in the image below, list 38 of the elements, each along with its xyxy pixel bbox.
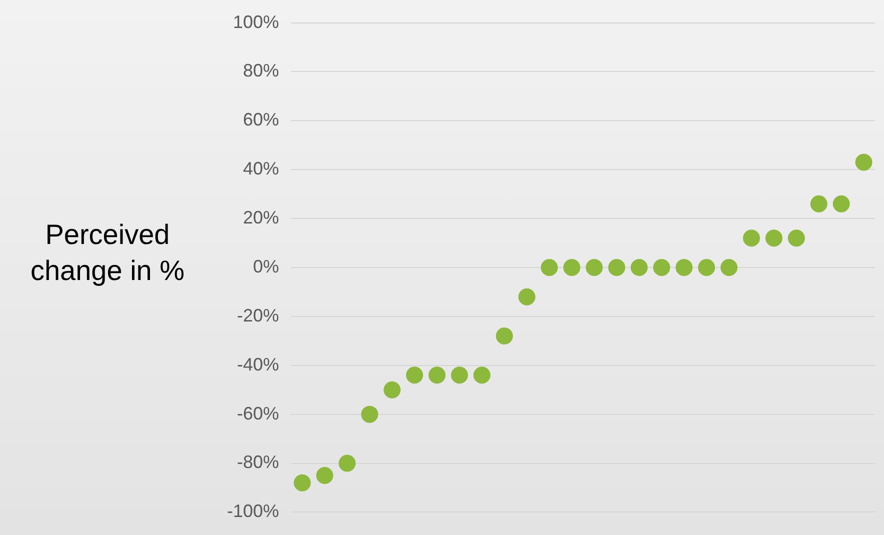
y-tick-label: 60% [243,110,280,130]
point [518,288,536,306]
y-tick-label: 20% [243,208,280,228]
point [720,259,738,276]
point [608,259,626,276]
y-tick-label: 0% [253,256,280,276]
point [586,259,603,276]
point [316,466,334,484]
point [630,259,648,276]
point [294,474,311,492]
point [450,366,468,384]
point [384,381,401,398]
y-tick-label: -40% [237,354,280,374]
y-tick-label: 40% [243,158,280,179]
point [698,259,716,276]
y-tick-label: -60% [237,403,280,424]
point [563,259,580,276]
y-tick-label: 80% [243,60,280,81]
point [832,195,850,212]
y-tick-label: -80% [237,452,280,472]
point [473,366,490,384]
point [765,230,782,247]
y-axis-title: Perceived change in % [29,218,186,288]
point [406,366,424,384]
y-tick-label: 100% [232,12,280,32]
point [496,328,513,345]
point [338,454,356,472]
point [810,195,828,212]
point [653,259,670,276]
y-tick-label: -20% [237,305,280,326]
point [855,154,872,171]
point [428,366,446,384]
point [676,259,693,276]
point [788,230,805,247]
point [361,406,378,423]
y-tick-label: -100% [227,501,280,522]
point [742,230,760,247]
point [540,259,558,276]
